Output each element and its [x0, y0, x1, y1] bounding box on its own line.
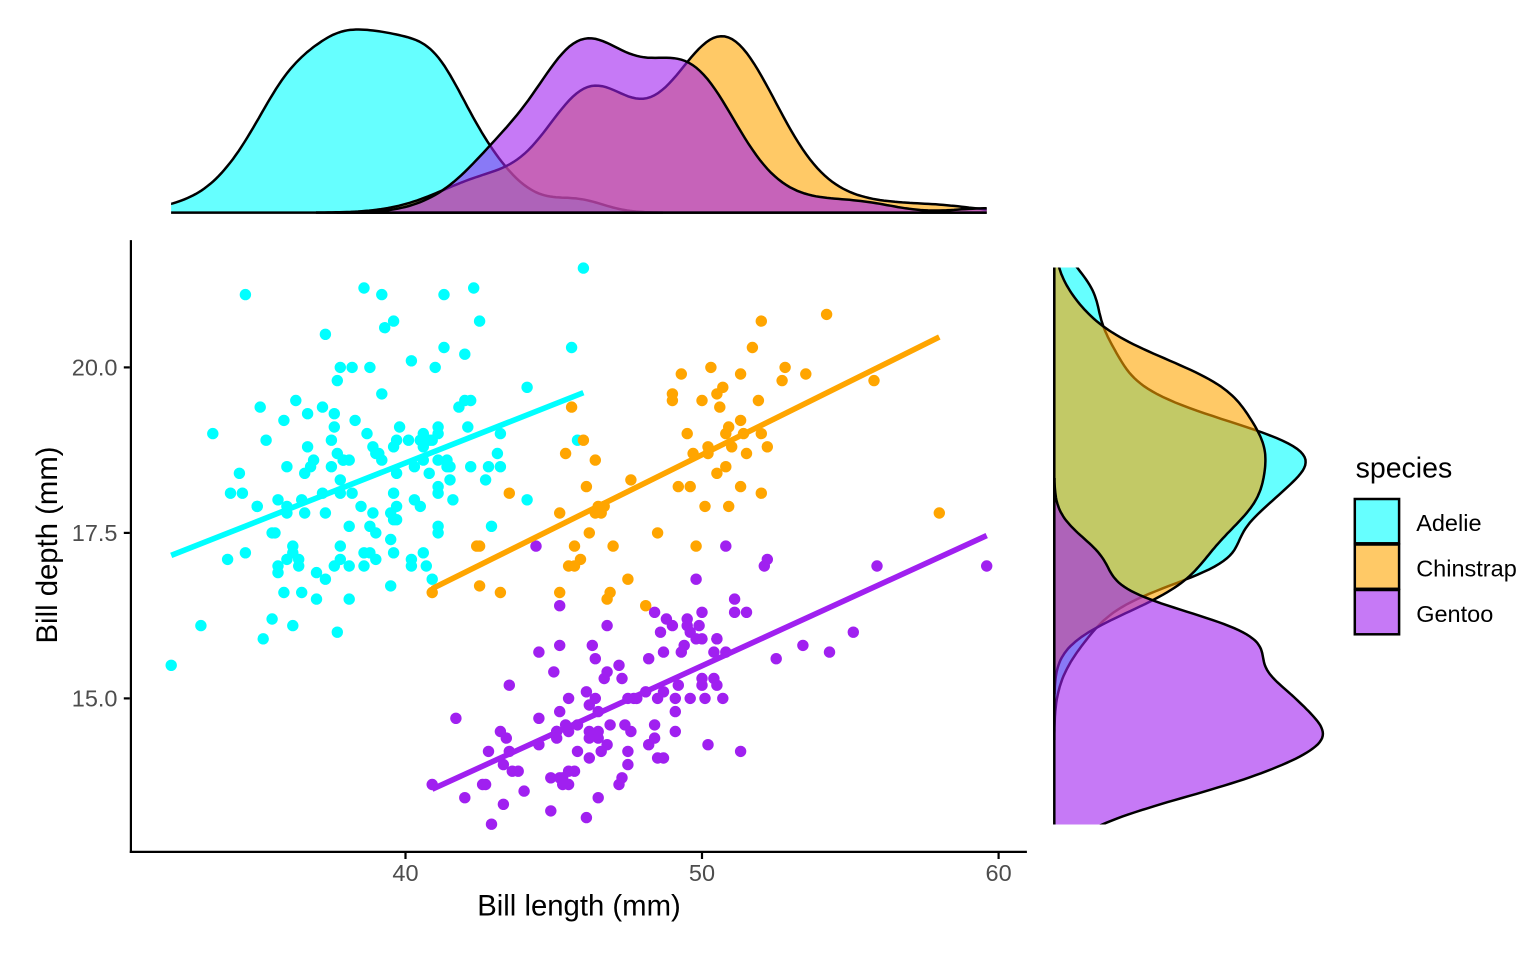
- svg-text:20.0: 20.0: [72, 355, 118, 381]
- svg-text:Bill depth (mm): Bill depth (mm): [31, 447, 64, 644]
- svg-text:40: 40: [392, 860, 418, 886]
- svg-text:17.5: 17.5: [72, 520, 118, 546]
- svg-text:50: 50: [689, 860, 715, 886]
- svg-text:Adelie: Adelie: [1416, 510, 1481, 536]
- svg-text:Gentoo: Gentoo: [1416, 601, 1493, 627]
- svg-text:species: species: [1356, 453, 1453, 485]
- svg-text:Bill length (mm): Bill length (mm): [477, 889, 681, 922]
- svg-text:15.0: 15.0: [72, 686, 118, 712]
- svg-text:Chinstrap: Chinstrap: [1416, 555, 1517, 581]
- svg-text:60: 60: [986, 860, 1012, 886]
